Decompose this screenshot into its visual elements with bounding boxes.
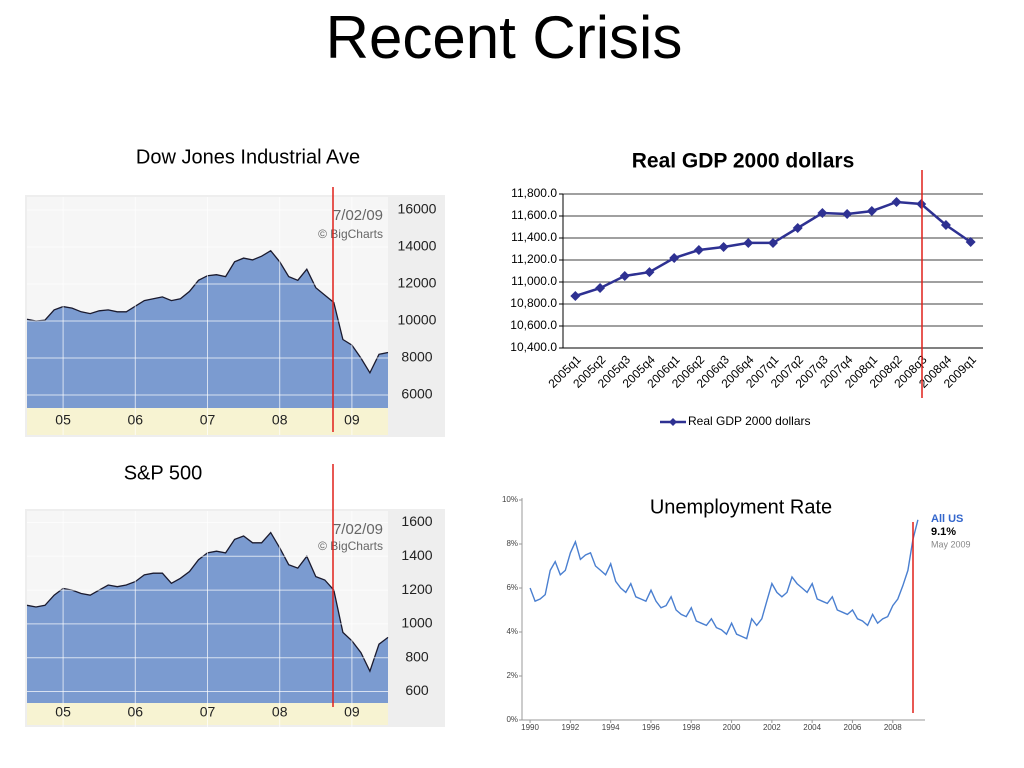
marker (595, 283, 606, 294)
y-tick-label: 800 (405, 648, 429, 664)
y-tick-label: 11,400.0 (511, 230, 557, 244)
annotation: 7/02/09 (333, 207, 383, 224)
marker (891, 197, 902, 208)
y-tick-label: 11,200.0 (511, 252, 557, 266)
line (529, 519, 919, 640)
x-tick-label: 08 (272, 704, 288, 720)
y-tick-label: 2% (506, 671, 518, 680)
y-tick-label: 11,600.0 (511, 208, 557, 222)
marker (693, 244, 704, 255)
marker (817, 208, 828, 219)
annotation: May 2009 (931, 539, 971, 549)
y-tick-label: 4% (506, 627, 518, 636)
y-tick-label: 1600 (401, 513, 432, 529)
x-tick-label: 2002 (763, 723, 781, 732)
x-tick-label: 1998 (682, 723, 700, 732)
marker (940, 220, 951, 231)
y-tick-label: 6000 (401, 386, 432, 402)
marker (866, 206, 877, 217)
x-tick-label: 06 (128, 412, 144, 428)
annotation: © BigCharts (318, 227, 383, 241)
y-tick-label: 1400 (401, 547, 432, 563)
chart-title: Unemployment Rate (650, 496, 832, 518)
y-tick-label: 16000 (398, 201, 437, 217)
marker (644, 267, 655, 278)
x-tick-label: 2006 (844, 723, 862, 732)
y-tick-label: 10,600.0 (510, 318, 557, 332)
annotation: 9.1% (931, 526, 956, 538)
series-label: All US (931, 513, 963, 525)
x-tick-label: 2008 (884, 723, 902, 732)
y-tick-label: 10,800.0 (510, 296, 557, 310)
marker (965, 236, 976, 247)
legend-marker (669, 418, 677, 426)
annotation: © BigCharts (318, 539, 383, 553)
x-tick-label: 07 (200, 704, 216, 720)
x-tick-label: 05 (55, 412, 71, 428)
chart-title: S&P 500 (124, 462, 203, 484)
legend-label: Real GDP 2000 dollars (688, 414, 811, 428)
marker (718, 242, 729, 253)
y-tick-label: 10% (502, 495, 518, 504)
chart-title: Real GDP 2000 dollars (632, 150, 855, 173)
x-tick-label: 09 (344, 412, 360, 428)
x-tick-label: 05 (55, 704, 71, 720)
marker (743, 237, 754, 248)
y-tick-label: 10,400.0 (510, 340, 557, 354)
x-tick-label: 1994 (602, 723, 620, 732)
marker (619, 270, 630, 281)
y-tick-label: 6% (506, 583, 518, 592)
y-tick-label: 10000 (398, 312, 437, 328)
y-tick-label: 600 (405, 682, 429, 698)
x-tick-label: 1990 (521, 723, 539, 732)
y-tick-label: 14000 (398, 238, 437, 254)
y-tick-label: 8% (506, 539, 518, 548)
x-tick-label: 09 (344, 704, 360, 720)
slide-title: Recent Crisis (326, 4, 683, 71)
y-tick-label: 0% (506, 715, 518, 724)
marker (570, 290, 581, 301)
marker (916, 199, 927, 210)
y-tick-label: 1200 (401, 581, 432, 597)
x-tick-label: 1996 (642, 723, 660, 732)
annotation: 7/02/09 (333, 521, 383, 538)
x-tick-label: 06 (128, 704, 144, 720)
x-tick-label: 1992 (561, 723, 579, 732)
y-tick-label: 8000 (401, 349, 432, 365)
x-tick-label: 2004 (803, 723, 821, 732)
marker (768, 237, 778, 248)
y-tick-label: 1000 (401, 615, 432, 631)
x-tick-label: 08 (272, 412, 288, 428)
y-tick-label: 12000 (398, 275, 437, 291)
marker (842, 209, 853, 220)
y-tick-label: 11,800.0 (511, 186, 557, 200)
chart-title: Dow Jones Industrial Ave (136, 146, 360, 168)
x-tick-label: 07 (200, 412, 216, 428)
y-tick-label: 11,000.0 (511, 274, 557, 288)
marker (792, 222, 803, 233)
x-tick-label: 2000 (723, 723, 741, 732)
marker (669, 253, 680, 264)
